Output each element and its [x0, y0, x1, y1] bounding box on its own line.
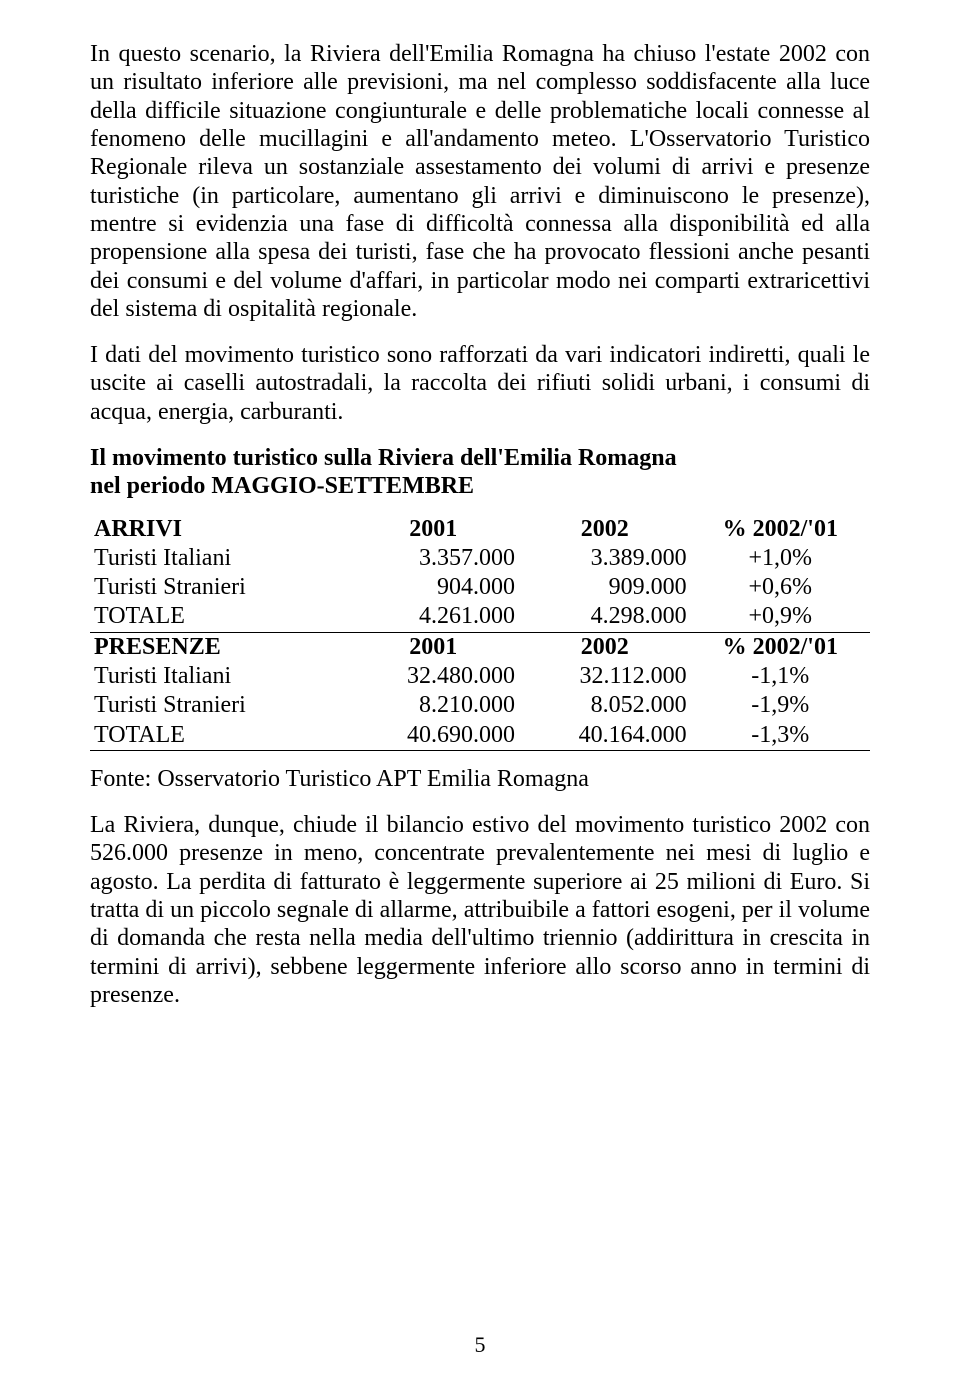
table-heading-line: Il movimento turistico sulla Riviera del…: [90, 445, 677, 471]
table-cell: 40.690.000: [347, 721, 519, 751]
paragraph: I dati del movimento turistico sono raff…: [90, 341, 870, 426]
table-heading-line: nel periodo MAGGIO-SETTEMBRE: [90, 473, 474, 499]
table-header-cell: 2001: [347, 632, 519, 662]
table-cell: TOTALE: [90, 602, 347, 632]
table-header-cell: PRESENZE: [90, 632, 347, 662]
table-heading: Il movimento turistico sulla Riviera del…: [90, 444, 870, 501]
table-row: Turisti Italiani 32.480.000 32.112.000 -…: [90, 662, 870, 691]
table-cell: 3.357.000: [347, 544, 519, 573]
table-cell: 8.210.000: [347, 691, 519, 720]
table-cell: -1,3%: [691, 721, 870, 751]
table-cell: +1,0%: [691, 544, 870, 573]
table-header-cell: % 2002/'01: [691, 515, 870, 544]
table-cell: -1,1%: [691, 662, 870, 691]
table-row: Turisti Italiani 3.357.000 3.389.000 +1,…: [90, 544, 870, 573]
table-row: Turisti Stranieri 904.000 909.000 +0,6%: [90, 573, 870, 602]
table-cell: TOTALE: [90, 721, 347, 751]
table-cell: +0,6%: [691, 573, 870, 602]
paragraph-text: L'Osservatorio Turistico Regionale rilev…: [90, 126, 870, 322]
table-cell: 8.052.000: [519, 691, 691, 720]
table-cell: Turisti Stranieri: [90, 573, 347, 602]
paragraph: In questo scenario, la Riviera dell'Emil…: [90, 40, 870, 323]
table-cell: 32.480.000: [347, 662, 519, 691]
table-header-cell: 2002: [519, 632, 691, 662]
table-row: Turisti Stranieri 8.210.000 8.052.000 -1…: [90, 691, 870, 720]
table-cell: Turisti Italiani: [90, 662, 347, 691]
table-cell: 32.112.000: [519, 662, 691, 691]
table-row: TOTALE 4.261.000 4.298.000 +0,9%: [90, 602, 870, 632]
table-cell: -1,9%: [691, 691, 870, 720]
table-header-cell: 2002: [519, 515, 691, 544]
table-cell: Turisti Stranieri: [90, 691, 347, 720]
table-row: TOTALE 40.690.000 40.164.000 -1,3%: [90, 721, 870, 751]
table-cell: Turisti Italiani: [90, 544, 347, 573]
table-cell: 4.261.000: [347, 602, 519, 632]
table-header-cell: 2001: [347, 515, 519, 544]
table-cell: 904.000: [347, 573, 519, 602]
table-cell: +0,9%: [691, 602, 870, 632]
table-header-row: ARRIVI 2001 2002 % 2002/'01: [90, 515, 870, 544]
table-header-cell: % 2002/'01: [691, 632, 870, 662]
table-header-cell: ARRIVI: [90, 515, 347, 544]
table-cell: 3.389.000: [519, 544, 691, 573]
table-source: Fonte: Osservatorio Turistico APT Emilia…: [90, 765, 870, 793]
table-cell: 909.000: [519, 573, 691, 602]
table-cell: 4.298.000: [519, 602, 691, 632]
paragraph: La Riviera, dunque, chiude il bilancio e…: [90, 811, 870, 1009]
paragraph-text: I dati del movimento turistico sono raff…: [90, 342, 870, 425]
data-table: ARRIVI 2001 2002 % 2002/'01 Turisti Ital…: [90, 515, 870, 751]
page-number: 5: [0, 1332, 960, 1358]
table-cell: 40.164.000: [519, 721, 691, 751]
page: In questo scenario, la Riviera dell'Emil…: [0, 0, 960, 1378]
table-header-row: PRESENZE 2001 2002 % 2002/'01: [90, 632, 870, 662]
